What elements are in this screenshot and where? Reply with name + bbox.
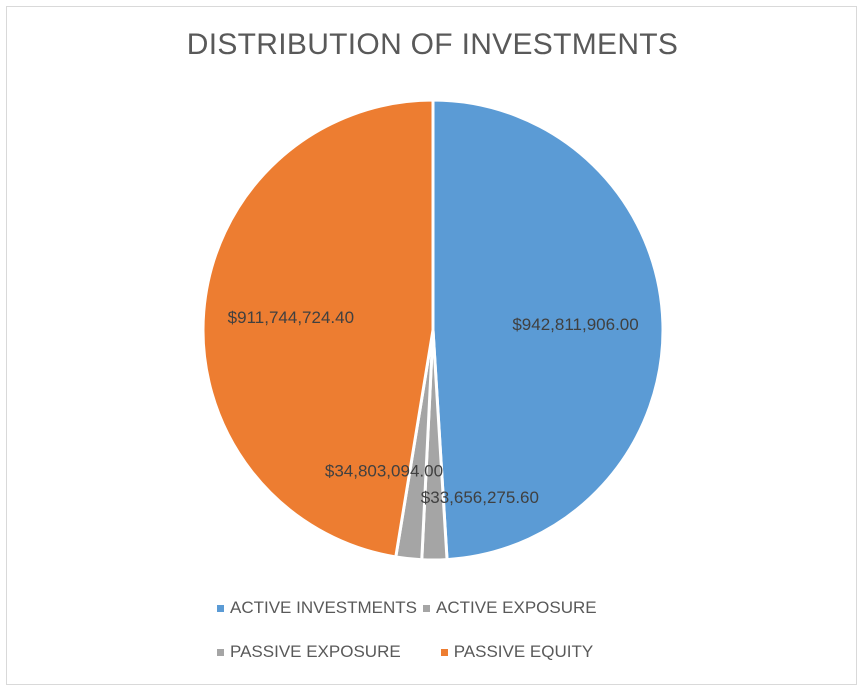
- legend-row: PASSIVE EXPOSURE PASSIVE EQUITY: [217, 642, 599, 662]
- legend-label: PASSIVE EQUITY: [453, 642, 594, 661]
- legend-label: ACTIVE EXPOSURE: [436, 598, 597, 617]
- legend-swatch: [423, 604, 431, 612]
- pie-slice: [201, 98, 435, 559]
- chart-title: DISTRIBUTION OF INVESTMENTS: [186, 28, 679, 61]
- legend-swatch: [217, 648, 224, 656]
- pie-slices: [201, 98, 665, 562]
- legend-label: ACTIVE INVESTMENTS: [230, 598, 418, 617]
- pie-data-label: $33,656,275.60: [421, 488, 539, 507]
- legend-row: ACTIVE INVESTMENTS ACTIVE EXPOSURE: [217, 598, 603, 618]
- pie-data-label: $942,811,906.00: [512, 315, 638, 334]
- legend-entry: PASSIVE EXPOSURE: [217, 642, 401, 662]
- legend-entry: ACTIVE EXPOSURE: [423, 598, 597, 618]
- legend-swatch: [217, 604, 224, 612]
- legend-swatch: [440, 648, 448, 656]
- legend-entry: ACTIVE INVESTMENTS: [217, 598, 417, 618]
- pie-slice: [431, 98, 665, 562]
- legend-label: PASSIVE EXPOSURE: [230, 642, 401, 661]
- legend-entry: PASSIVE EQUITY: [440, 642, 594, 662]
- pie-data-label: $34,803,094.00: [325, 461, 443, 480]
- pie-data-labels: $942,811,906.00 $33,656,275.60 $34,803,094…: [228, 308, 639, 507]
- pie-data-label: $911,744,724.40: [228, 308, 354, 327]
